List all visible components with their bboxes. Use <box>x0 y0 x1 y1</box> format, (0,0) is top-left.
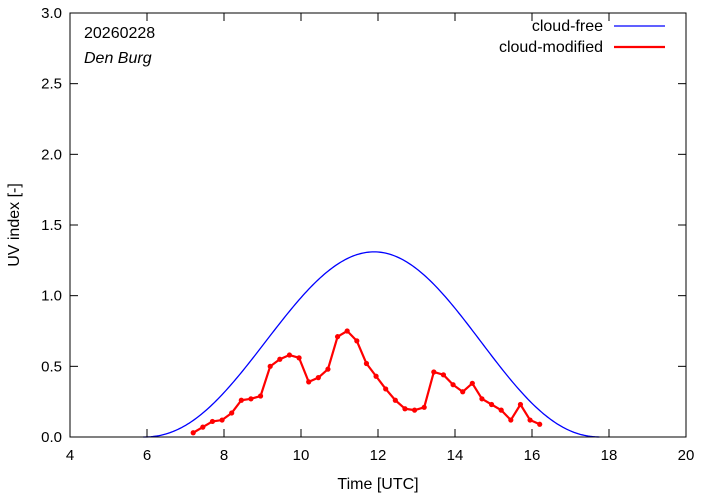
legend-label-cloud-free: cloud-free <box>532 18 603 35</box>
x-tick-label: 20 <box>678 447 695 464</box>
data-point-cloud-modified <box>373 373 379 379</box>
data-point-cloud-modified <box>450 382 456 388</box>
data-point-cloud-modified <box>508 417 514 423</box>
date-annotation: 20260228 <box>84 25 155 42</box>
data-point-cloud-modified <box>306 379 312 385</box>
data-point-cloud-modified <box>411 407 418 413</box>
data-point-cloud-modified <box>392 397 398 403</box>
data-point-cloud-modified <box>527 417 533 423</box>
data-point-cloud-modified <box>440 372 447 378</box>
axis-ticks <box>69 12 687 438</box>
x-tick-label: 16 <box>524 447 541 464</box>
station-annotation: Den Burg <box>84 50 152 67</box>
data-point-cloud-modified <box>488 401 495 408</box>
data-point-cloud-modified <box>431 369 437 375</box>
x-tick-label: 18 <box>601 447 618 464</box>
data-point-cloud-modified <box>479 396 485 402</box>
data-point-cloud-modified <box>190 430 196 436</box>
data-point-cloud-modified <box>200 424 206 430</box>
y-tick-label: 1.0 <box>41 288 62 305</box>
data-point-cloud-modified <box>267 363 273 369</box>
x-tick-label: 4 <box>66 447 74 464</box>
y-tick-label: 0.0 <box>41 429 62 446</box>
data-point-cloud-modified <box>469 380 475 386</box>
legend: cloud-free cloud-modified <box>499 18 665 56</box>
x-tick-label: 14 <box>447 447 464 464</box>
x-tick-label: 8 <box>220 447 228 464</box>
data-point-cloud-modified <box>277 356 283 362</box>
y-tick-label: 0.5 <box>41 358 62 375</box>
y-tick-label: 2.0 <box>41 146 62 163</box>
data-point-cloud-modified <box>257 393 264 399</box>
series-layer <box>143 251 600 438</box>
x-tick-label: 6 <box>143 447 151 464</box>
series-line-cloud-free <box>143 251 600 438</box>
data-point-cloud-modified <box>363 360 370 367</box>
data-point-cloud-modified <box>517 401 524 408</box>
x-axis-label: Time [UTC] <box>337 476 418 493</box>
tick-labels: 4 6 8 10 12 14 16 18 20 0.0 0.5 1.0 1.5 2.0 2.5 3.0 <box>41 5 694 464</box>
data-point-cloud-modified <box>498 407 504 413</box>
data-point-cloud-modified <box>334 334 341 340</box>
x-tick-label: 12 <box>370 447 387 464</box>
y-axis-label: UV index [-] <box>6 183 23 267</box>
y-tick-label: 1.5 <box>41 217 62 234</box>
data-point-cloud-modified <box>238 397 244 403</box>
y-tick-label: 2.5 <box>41 76 62 93</box>
y-tick-label: 3.0 <box>41 5 62 22</box>
data-point-cloud-modified <box>421 404 427 410</box>
data-point-cloud-modified <box>229 410 235 416</box>
x-tick-label: 10 <box>293 447 310 464</box>
data-point-cloud-modified <box>248 396 254 402</box>
data-point-cloud-modified <box>383 386 389 392</box>
data-point-cloud-modified <box>325 366 331 372</box>
data-point-cloud-modified <box>296 355 302 361</box>
data-point-cloud-modified <box>315 375 321 381</box>
legend-label-cloud-modified: cloud-modified <box>499 39 603 56</box>
data-point-cloud-modified <box>402 406 408 412</box>
data-point-cloud-modified <box>460 389 466 395</box>
data-point-cloud-modified <box>344 328 350 334</box>
data-point-cloud-modified <box>537 421 543 427</box>
data-point-cloud-modified <box>286 352 293 358</box>
data-point-cloud-modified <box>354 338 360 344</box>
data-point-cloud-modified <box>219 417 225 423</box>
data-point-cloud-modified <box>209 418 216 425</box>
